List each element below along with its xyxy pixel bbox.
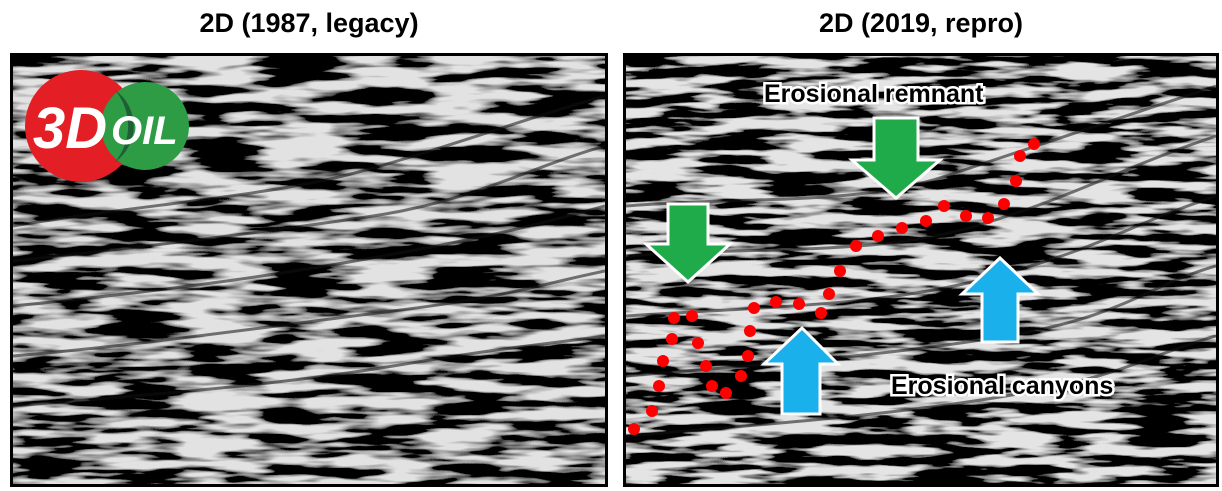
panel-title-legacy: 2D (1987, legacy) bbox=[199, 8, 419, 38]
company-logo: 3D OIL bbox=[25, 70, 189, 182]
seismic-texture-repro bbox=[626, 56, 1216, 484]
up-arrow-canyon-left bbox=[760, 325, 842, 416]
logo-text-oil: OIL bbox=[111, 109, 178, 153]
seismic-image-repro: Erosional remnant Erosional canyons bbox=[626, 56, 1216, 484]
label-erosional-canyons: Erosional canyons bbox=[891, 372, 1113, 400]
label-erosional-remnant: Erosional remnant bbox=[764, 80, 984, 108]
panel-title-repro: 2D (2019, repro) bbox=[818, 8, 1024, 38]
seismic-panel-legacy: 3D OIL bbox=[10, 53, 608, 487]
unconformity-dotted-line bbox=[628, 138, 1040, 435]
logo-text-3d: 3D bbox=[33, 96, 107, 161]
down-arrow-remnant bbox=[847, 116, 945, 200]
down-arrow-left bbox=[642, 202, 734, 285]
up-arrow-canyon-right bbox=[958, 255, 1042, 344]
logo-red-circle bbox=[25, 70, 137, 182]
seismic-image-legacy: 3D OIL bbox=[13, 56, 605, 484]
logo-green-circle bbox=[101, 82, 189, 170]
reflector-lines-legacy bbox=[13, 94, 605, 408]
logo-overlap bbox=[115, 90, 134, 162]
seismic-panel-repro: Erosional remnant Erosional canyons bbox=[623, 53, 1219, 487]
